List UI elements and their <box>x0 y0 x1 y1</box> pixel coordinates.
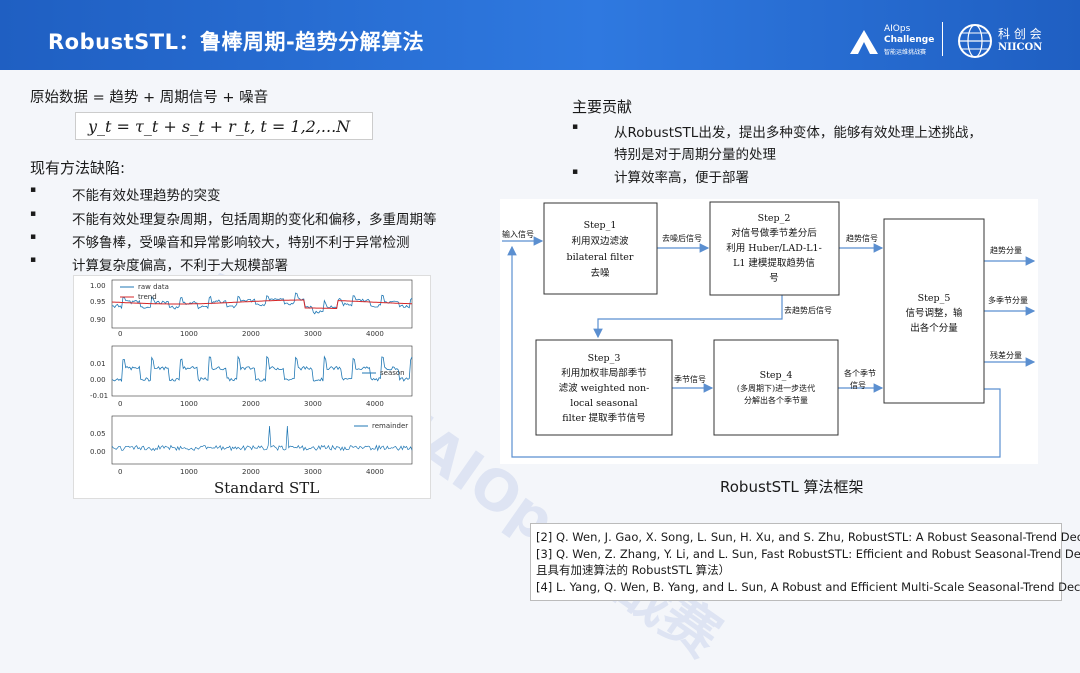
x-tick-label: 2000 <box>242 468 260 476</box>
step2-title: Step_2 <box>758 213 791 224</box>
x-tick-label: 0 <box>118 468 122 476</box>
robuststl-framework-diagram: Step_1 利用双边滤波 bilateral filter 去噪 Step_2… <box>500 199 1038 464</box>
x-tick-label: 1000 <box>180 330 198 338</box>
step4-line: (多周期下)进一步迭代 <box>737 383 815 393</box>
y-tick: 1.00 <box>90 282 106 290</box>
y-tick: 0.95 <box>90 298 106 306</box>
stl-caption: Standard STL <box>214 479 320 497</box>
aiops-logo-icon <box>850 30 878 54</box>
stl-plot: 1.00 0.95 0.90 raw data trend 0 1000 2000 3… <box>90 279 413 476</box>
standard-stl-figure: 1.00 0.95 0.90 raw data trend 0 1000 2000 3… <box>73 275 431 499</box>
step3-line: 利用加权非局部季节 <box>561 367 647 379</box>
panel-season <box>111 345 413 397</box>
formula-text: y_t = τ_t + s_t + r_t, t = 1,2,...N <box>88 117 351 136</box>
label-trend-signal: 趋势信号 <box>846 233 878 243</box>
legend-season: season <box>380 369 405 377</box>
step3-line: local seasonal <box>570 398 637 409</box>
step3-line: filter 提取季节信号 <box>562 412 645 424</box>
niicon-globe-icon <box>958 24 992 58</box>
aiops-logo-text-1: AIOps <box>884 24 911 34</box>
niicon-logo: 科 创 会 NIICON <box>956 22 1066 60</box>
step5-box <box>883 218 985 404</box>
label-input: 输入信号 <box>502 229 534 239</box>
raw-data-line <box>111 292 413 315</box>
step1-line: bilateral filter <box>567 252 634 263</box>
niicon-logo-cn: 科 创 会 <box>998 27 1042 41</box>
niicon-logo-en: NIICON <box>998 42 1043 53</box>
y-tick: 0.00 <box>90 448 106 456</box>
label-out-trend: 趋势分量 <box>990 245 1022 255</box>
x-tick-label: 4000 <box>366 468 384 476</box>
flow-svg: Step_1 利用双边滤波 bilateral filter 去噪 Step_2… <box>502 201 1036 458</box>
label-each-seasonal: 各个季节 <box>844 368 876 378</box>
step1-title: Step_1 <box>584 220 617 231</box>
references-box <box>530 523 1062 601</box>
reference-item: [4] L. Yang, Q. Wen, B. Yang, and L. Sun… <box>536 580 1080 594</box>
step2-line: 对信号做季节差分后 <box>731 227 817 239</box>
step4-line: 分解出各个季节量 <box>744 395 808 405</box>
panel-remainder <box>111 415 413 465</box>
label-out-multi: 多季节分量 <box>988 295 1028 305</box>
step3-title: Step_3 <box>588 353 621 364</box>
framework-caption: RobustSTL 算法框架 <box>720 478 864 496</box>
reference-item: [2] Q. Wen, J. Gao, X. Song, L. Sun, H. … <box>536 530 1080 544</box>
contrib-heading: 主要贡献 <box>572 98 633 116</box>
legend-trend: trend <box>138 293 157 301</box>
arrow-feedback <box>507 245 1001 458</box>
step2-box <box>709 201 840 296</box>
x-tick-label: 0 <box>118 330 122 338</box>
logo-divider <box>942 22 943 56</box>
step5-line: 出各个分量 <box>910 322 958 334</box>
step4-title: Step_4 <box>760 370 793 381</box>
x-tick-label: 3000 <box>304 400 322 408</box>
step4-box <box>713 339 839 436</box>
step1-line: 利用双边滤波 <box>571 235 629 247</box>
x-tick-label: 2000 <box>242 330 260 338</box>
x-tick-label: 3000 <box>304 468 322 476</box>
shortcomings-heading: 现有方法缺陷: <box>30 159 126 177</box>
y-tick: -0.01 <box>90 392 108 400</box>
step5-title: Step_5 <box>918 293 951 304</box>
page-title: RobustSTL：鲁棒周期-趋势分解算法 <box>48 30 425 54</box>
x-tick-label: 2000 <box>242 400 260 408</box>
label-after-denoise: 去噪后信号 <box>662 233 702 243</box>
aiops-logo-text-2: Challenge <box>884 35 935 45</box>
step3-line: 滤波 weighted non- <box>559 382 650 394</box>
aiops-logo: AIOps Challenge 智能运维挑战赛 <box>848 24 934 58</box>
decomposition-formula: y_t = τ_t + s_t + r_t, t = 1,2,...N <box>75 112 373 140</box>
legend-remainder: remainder <box>372 422 408 430</box>
step2-line: L1 建模提取趋势信 <box>733 257 815 269</box>
y-tick: 0.01 <box>90 360 106 368</box>
step2-line: 利用 Huber/LAD-L1- <box>726 242 822 254</box>
x-tick-label: 4000 <box>366 400 384 408</box>
x-tick-label: 0 <box>118 400 122 408</box>
y-tick: 0.05 <box>90 430 106 438</box>
trend-line <box>111 299 412 309</box>
aiops-logo-text-3: 智能运维挑战赛 <box>884 49 927 56</box>
label-detrended: 去趋势后信号 <box>784 305 832 315</box>
raw-data-label: 原始数据 = 趋势 + 周期信号 + 噪音 <box>30 90 269 106</box>
label-each-seasonal: 信号 <box>850 380 866 390</box>
step1-box <box>543 202 658 295</box>
header-bar: RobustSTL：鲁棒周期-趋势分解算法 AIOps Challenge 智能… <box>0 0 1080 70</box>
step1-line: 去噪 <box>590 267 610 279</box>
x-tick-label: 4000 <box>366 330 384 338</box>
x-tick-label: 1000 <box>180 400 198 408</box>
label-seasonal-signal: 季节信号 <box>674 374 706 384</box>
step5-line: 信号调整，输 <box>905 307 963 319</box>
y-tick: 0.90 <box>90 316 106 324</box>
x-tick-label: 3000 <box>304 330 322 338</box>
reference-item: [3] Q. Wen, Z. Zhang, Y. Li, and L. Sun,… <box>536 547 1080 561</box>
remainder-line <box>111 425 413 452</box>
legend-raw: raw data <box>138 283 169 291</box>
reference-item-continued: 且具有加速算法的 RobustSTL 算法） <box>536 563 731 577</box>
label-out-resid: 残差分量 <box>990 350 1022 360</box>
x-tick-label: 1000 <box>180 468 198 476</box>
arrow-step2-step3 <box>593 295 783 339</box>
season-line <box>111 355 413 383</box>
step3-box <box>535 339 673 436</box>
y-tick: 0.00 <box>90 376 106 384</box>
step2-line: 号 <box>769 273 779 284</box>
